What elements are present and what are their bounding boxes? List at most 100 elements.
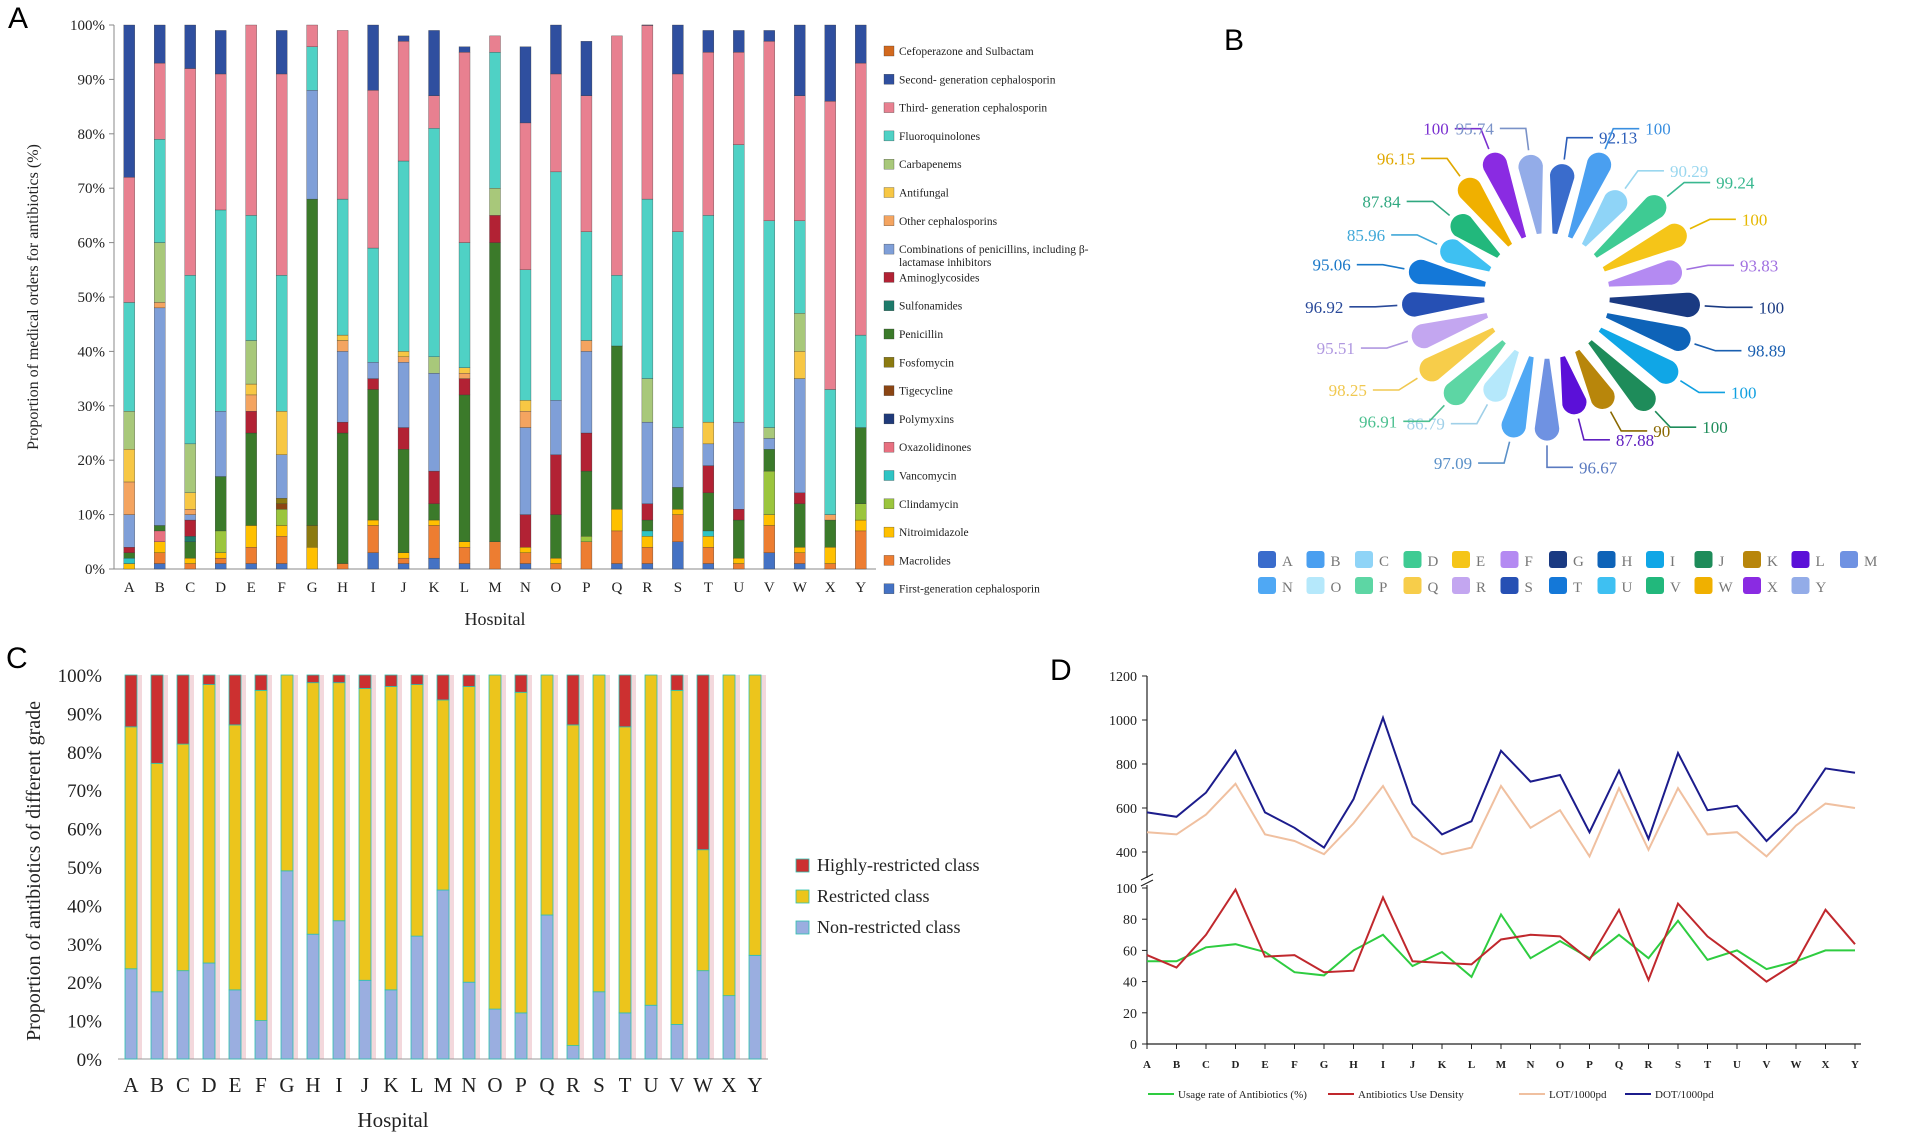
petal-shape [1558, 354, 1588, 416]
bar-stack-I [367, 24, 379, 570]
bar-segment [428, 30, 440, 96]
bar-segment [458, 394, 471, 542]
x-tick-label: M [488, 580, 501, 596]
bar-segment [215, 563, 227, 570]
bar-stack-K [384, 674, 398, 1060]
legend-swatch [1597, 551, 1616, 568]
legend-label: LOT/1000pd [1549, 1089, 1607, 1101]
x-tick-label: O [487, 1073, 502, 1097]
legend-label: D [1428, 554, 1439, 570]
bar-segment [154, 302, 166, 309]
bar-segment [702, 30, 715, 53]
x-tick-label: H [305, 1073, 320, 1097]
bar-segment [462, 686, 476, 983]
bar-segment [794, 313, 806, 352]
bar-segment [611, 530, 623, 564]
x-tick-label: U [643, 1073, 658, 1097]
panel-c: C 0% 10% 20% 30% 40% 50% 60% 70% 80% 90% 100% A B C D E… [0, 630, 1040, 1136]
bar-segment [763, 438, 775, 450]
legend-swatch [883, 357, 895, 368]
y-tick-label: 50% [78, 290, 106, 306]
x-tick-label: J [1410, 1059, 1416, 1071]
bar-stack-Q [611, 35, 623, 570]
legend-swatch [1452, 551, 1470, 568]
legend-label: Fluoroquinolones [899, 131, 981, 143]
bar-segment [733, 509, 745, 521]
bar-segment [458, 46, 471, 53]
bar-segment [154, 242, 166, 303]
x-tick-label: W [793, 580, 808, 596]
bar-shadow [475, 675, 480, 1059]
bar-segment [228, 674, 242, 726]
legend-swatch [1306, 577, 1325, 594]
bar-stack-O [550, 24, 562, 570]
bar-segment [641, 198, 654, 379]
value-label: 95.74 [1456, 119, 1495, 138]
bar-segment [855, 334, 867, 428]
x-tick-label: A [124, 580, 135, 596]
panel-a-chart: 0% 10% 20% 30% 40% 50% 60% 70% 80% 90% 100% A B C D E F G… [25, 18, 1089, 625]
bar-stack-H [336, 30, 349, 570]
leader-line [1454, 127, 1490, 150]
bar-segment [428, 525, 440, 559]
bar-segment [428, 503, 440, 521]
bar-segment [702, 443, 715, 466]
value-label: 87.88 [1616, 431, 1654, 450]
leader-line [1704, 305, 1753, 309]
y-tick-label: 30% [67, 935, 102, 956]
legend-label: K [1767, 554, 1778, 570]
bar-segment [763, 427, 775, 439]
bar-stack-O [488, 674, 502, 1060]
bar-segment [458, 367, 471, 374]
petal-O [1481, 347, 1521, 404]
bar-segment [641, 24, 654, 26]
bar-segment [462, 981, 476, 1060]
bar-stack-R [641, 24, 654, 570]
bar-segment [184, 536, 196, 542]
bar-segment [611, 345, 623, 510]
bar-segment [794, 351, 806, 379]
bar-segment [215, 557, 227, 564]
bar-segment [336, 198, 349, 336]
panel-b: B 92.13 100 90.29 99.24 100 93.83 100 98.89 100 1… [1200, 0, 1908, 625]
bar-segment [794, 95, 806, 221]
bar-segment [254, 689, 268, 1021]
value-label: 100 [1742, 210, 1768, 229]
bar-segment [275, 454, 288, 499]
bar-stack-X [824, 24, 836, 570]
y-tick-label: 20% [67, 973, 102, 994]
petal-T [1407, 258, 1488, 289]
bar-segment [763, 41, 775, 221]
bar-segment [184, 443, 196, 493]
value-label: 96.15 [1377, 149, 1415, 168]
bar-segment [428, 95, 440, 129]
bar-stack-C [184, 24, 196, 570]
bar-segment [550, 454, 562, 515]
bar-segment [215, 30, 227, 75]
bar-segment [550, 24, 562, 75]
bar-segment [611, 563, 623, 570]
bar-segment [794, 547, 806, 553]
legend-label: G [1573, 554, 1584, 570]
bar-segment [763, 514, 775, 526]
bar-segment [641, 530, 654, 537]
bar-segment [580, 41, 593, 96]
legend-swatch [1258, 551, 1276, 568]
legend-swatch [883, 159, 895, 170]
x-axis-title: Hospital [465, 609, 526, 625]
bar-segment [794, 378, 806, 493]
bar-segment [458, 242, 471, 368]
legend-swatch [1791, 551, 1810, 568]
bar-segment [702, 547, 715, 564]
bar-segment [702, 421, 715, 445]
bar-segment [367, 90, 379, 249]
x-tick-label: O [1556, 1059, 1565, 1071]
x-tick-label: P [582, 580, 590, 596]
legend-label: Sulfonamides [899, 301, 963, 313]
y-tick-label: 400 [1116, 846, 1137, 861]
bar-segment [702, 215, 715, 423]
bar-segment [202, 674, 216, 686]
bar-segment [123, 411, 135, 450]
bar-segment [245, 394, 257, 412]
petal-S [1400, 290, 1487, 319]
